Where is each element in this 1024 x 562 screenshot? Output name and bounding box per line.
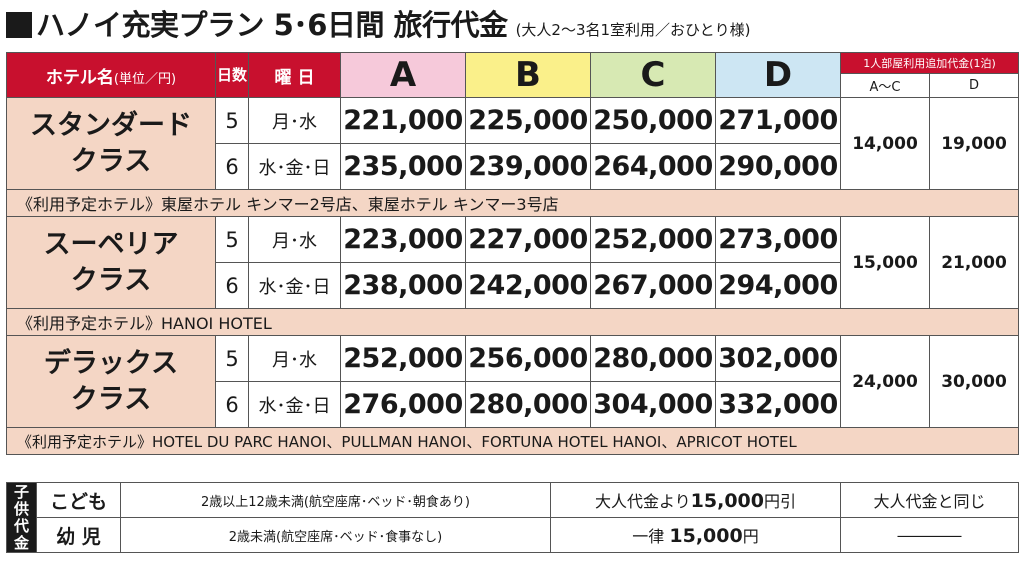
hotel-note-standard: 《利用予定ホテル》東屋ホテル キンマー2号店、東屋ホテル キンマー3号店 xyxy=(6,189,1019,217)
header-col-a: A xyxy=(340,52,466,98)
kid-extra: 大人代金と同じ xyxy=(840,482,1019,518)
price-cell: 290,000 xyxy=(715,143,841,190)
price-cell: 242,000 xyxy=(465,262,591,309)
price-cell: 223,000 xyxy=(340,216,466,263)
header-unit: (単位／円) xyxy=(113,71,177,87)
price-cell: 271,000 xyxy=(715,97,841,144)
price-cell: 304,000 xyxy=(590,381,716,428)
weekday-cell: 月･水 xyxy=(248,216,341,263)
page-title: ハノイ充実プラン 5･6日間 旅行代金 (大人2～3名1室利用／おひとり様) xyxy=(6,2,750,44)
price-cell: 227,000 xyxy=(465,216,591,263)
header-weekday: 曜 日 xyxy=(248,52,341,98)
price-cell: 252,000 xyxy=(340,335,466,382)
header-extra: 1人部屋利用追加代金(1泊) xyxy=(840,51,1019,75)
weekday-cell: 水･金･日 xyxy=(248,143,341,190)
price-cell: 225,000 xyxy=(465,97,591,144)
title-main: ハノイ充実プラン 5･6日間 旅行代金 xyxy=(36,8,508,42)
kid-condition: 2歳未満(航空座席･ベッド･食事なし) xyxy=(120,517,551,553)
price-cell: 294,000 xyxy=(715,262,841,309)
header-days: 日数 xyxy=(215,52,249,98)
weekday-cell: 月･水 xyxy=(248,335,341,382)
header-col-b: B xyxy=(465,52,591,98)
price-cell: 273,000 xyxy=(715,216,841,263)
children-label: 子供代金 xyxy=(6,482,37,553)
price-cell: 302,000 xyxy=(715,335,841,382)
price-cell: 276,000 xyxy=(340,381,466,428)
price-cell: 264,000 xyxy=(590,143,716,190)
kid-price: 大人代金より15,000円引 xyxy=(550,482,841,518)
price-cell: 332,000 xyxy=(715,381,841,428)
weekday-cell: 水･金･日 xyxy=(248,381,341,428)
hotel-note-superior: 《利用予定ホテル》HANOI HOTEL xyxy=(6,308,1019,336)
kid-price: 一律 15,000円 xyxy=(550,517,841,553)
days-cell: 5 xyxy=(215,97,249,144)
price-cell: 252,000 xyxy=(590,216,716,263)
price-cell: 256,000 xyxy=(465,335,591,382)
square-bullet-icon xyxy=(6,12,32,38)
price-cell: 280,000 xyxy=(590,335,716,382)
extra-d-cell: 21,000 xyxy=(929,216,1019,309)
days-cell: 6 xyxy=(215,262,249,309)
price-cell: 235,000 xyxy=(340,143,466,190)
extra-d-cell: 19,000 xyxy=(929,97,1019,190)
header-extra-d: D xyxy=(929,73,1019,98)
price-cell: 221,000 xyxy=(340,97,466,144)
kid-type-child: こども xyxy=(36,482,121,518)
header-col-c: C xyxy=(590,52,716,98)
kid-extra: ―――― xyxy=(840,517,1019,553)
days-cell: 6 xyxy=(215,381,249,428)
days-cell: 5 xyxy=(215,216,249,263)
header-col-d: D xyxy=(715,52,841,98)
price-table: ホテル名(単位／円) 日数 曜 日 A B C D 1人部屋利用追加代金(1泊)… xyxy=(6,51,1019,455)
extra-d-cell: 30,000 xyxy=(929,335,1019,428)
title-sub: (大人2～3名1室利用／おひとり様) xyxy=(515,21,751,39)
extra-ac-cell: 14,000 xyxy=(840,97,930,190)
price-cell: 267,000 xyxy=(590,262,716,309)
header-extra-ac: A～C xyxy=(840,73,930,98)
weekday-cell: 水･金･日 xyxy=(248,262,341,309)
extra-ac-cell: 24,000 xyxy=(840,335,930,428)
children-price-table: 子供代金 こども 2歳以上12歳未満(航空座席･ベッド･朝食あり) 大人代金より… xyxy=(6,482,1019,553)
header-hotel: ホテル名(単位／円) xyxy=(6,52,216,98)
days-cell: 5 xyxy=(215,335,249,382)
class-name-deluxe: デラックス クラス xyxy=(6,335,216,428)
weekday-cell: 月･水 xyxy=(248,97,341,144)
hotel-note-deluxe: 《利用予定ホテル》HOTEL DU PARC HANOI、PULLMAN HAN… xyxy=(6,427,1019,455)
price-cell: 280,000 xyxy=(465,381,591,428)
kid-condition: 2歳以上12歳未満(航空座席･ベッド･朝食あり) xyxy=(120,482,551,518)
kid-type-infant: 幼 児 xyxy=(36,517,121,553)
class-name-superior: スーペリア クラス xyxy=(6,216,216,309)
class-name-standard: スタンダード クラス xyxy=(6,97,216,190)
price-cell: 238,000 xyxy=(340,262,466,309)
days-cell: 6 xyxy=(215,143,249,190)
extra-ac-cell: 15,000 xyxy=(840,216,930,309)
price-cell: 250,000 xyxy=(590,97,716,144)
price-cell: 239,000 xyxy=(465,143,591,190)
